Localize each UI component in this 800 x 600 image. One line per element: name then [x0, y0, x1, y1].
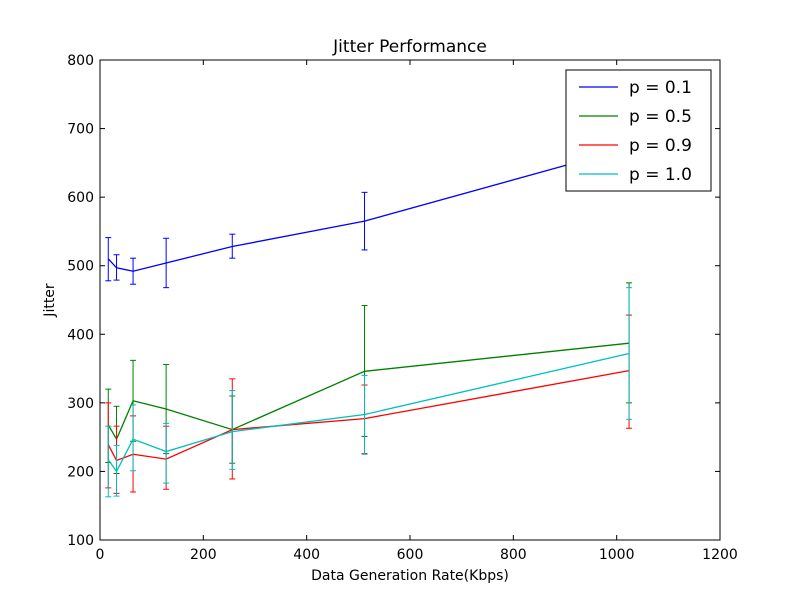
legend-item: p = 0.5	[579, 107, 692, 127]
legend-box	[565, 69, 712, 192]
x-tick-label: 200	[190, 547, 217, 563]
y-tick-label: 200	[67, 464, 94, 480]
legend-item: p = 1.0	[579, 165, 692, 185]
legend-label: p = 0.1	[629, 78, 692, 98]
x-tick-label: 400	[293, 547, 320, 563]
series-3	[105, 314, 633, 494]
legend-label: p = 1.0	[629, 165, 692, 185]
series-line	[107, 147, 630, 272]
series-layer	[105, 147, 633, 498]
y-tick-label: 400	[67, 327, 94, 343]
legend-item: p = 0.1	[579, 78, 692, 98]
x-tick-label: 800	[500, 547, 527, 563]
series-2	[105, 282, 633, 474]
y-tick-label: 700	[67, 122, 94, 138]
series-4	[105, 287, 633, 498]
x-tick-label: 0	[96, 547, 105, 563]
y-tick-label: 300	[67, 396, 94, 412]
y-axis-label: Jitter	[42, 283, 58, 318]
ticks-layer: 0 200 400 600 800 1000 1200 100 200 300 400 500 600 7…	[67, 53, 738, 563]
y-tick-label: 800	[67, 53, 94, 69]
legend-label: p = 0.5	[629, 107, 692, 127]
series-line	[107, 342, 630, 441]
x-axis-label: Data Generation Rate(Kbps)	[311, 568, 509, 584]
y-tick-label: 500	[67, 259, 94, 275]
legend-item: p = 0.9	[579, 136, 692, 156]
x-tick-label: 600	[397, 547, 424, 563]
legend: p = 0.1 p = 0.5 p = 0.9 p = 1.0	[565, 69, 712, 192]
chart-title: Jitter Performance	[332, 37, 487, 57]
y-tick-label: 100	[67, 533, 94, 549]
y-tick-label: 600	[67, 190, 94, 206]
series-1	[105, 147, 630, 289]
x-tick-label: 1200	[702, 547, 738, 563]
x-tick-label: 1000	[599, 547, 635, 563]
legend-label: p = 0.9	[629, 136, 692, 156]
